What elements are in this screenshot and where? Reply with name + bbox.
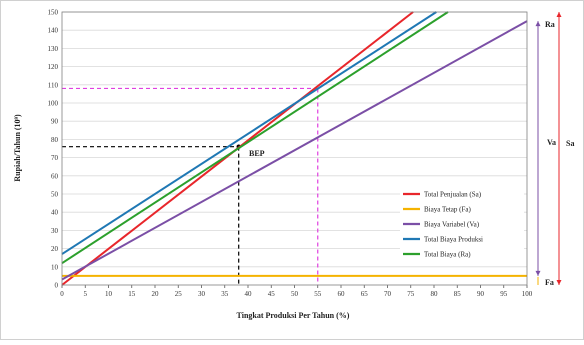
- x-axis-title: Tingkat Produksi Per Tahun (%): [237, 311, 350, 320]
- legend-label-sa: Total Penjualan (Sa): [424, 191, 482, 199]
- x-tick-label-5: 5: [84, 290, 88, 298]
- y-tick-label-130: 130: [48, 45, 59, 53]
- series-line-va: [61, 20, 528, 281]
- y-tick-label-140: 140: [48, 27, 59, 35]
- axis-layer: Tingkat Produksi Per Tahun (%) Rupiah/Ta…: [13, 9, 533, 321]
- y-tick-label-70: 70: [51, 154, 59, 162]
- y-tick-label-0: 0: [55, 282, 59, 290]
- y-tick-label-120: 120: [48, 63, 59, 71]
- bracket-va-arrow-bottom: [535, 270, 541, 276]
- bracket-label-fa: Fa: [545, 278, 554, 287]
- y-tick-label-80: 80: [51, 136, 59, 144]
- legend: Total Penjualan (Sa) Biaya Tetap (Fa) Bi…: [400, 184, 524, 262]
- y-tick-label-10: 10: [51, 263, 59, 271]
- legend-label-tbp: Total Biaya Produksi: [424, 236, 483, 244]
- bracket-sa-arrow-top: [556, 12, 562, 17]
- y-tick-label-100: 100: [48, 100, 59, 108]
- bracket-label-va: Va: [547, 138, 556, 147]
- y-tick-label-60: 60: [51, 172, 59, 180]
- legend-label-va: Biaya Variabel (Va): [424, 221, 480, 229]
- grid-layer: [62, 11, 527, 268]
- x-tick-label-85: 85: [454, 290, 462, 298]
- x-tick-label-45: 45: [268, 290, 276, 298]
- x-tick-label-40: 40: [245, 290, 253, 298]
- bracket-va-arrow-top: [535, 21, 541, 27]
- x-tick-label-70: 70: [384, 290, 392, 298]
- bracket-layer: Va Sa Ra Fa: [535, 12, 574, 287]
- x-tick-label-90: 90: [477, 290, 485, 298]
- x-tick-label-80: 80: [431, 290, 439, 298]
- y-tick-label-150: 150: [48, 9, 59, 17]
- series-layer: [61, 11, 528, 286]
- legend-box: [400, 184, 524, 262]
- y-tick-label-20: 20: [51, 245, 59, 253]
- bracket-label-sa: Sa: [566, 139, 574, 148]
- reference-lines: [62, 87, 319, 285]
- x-tick-label-95: 95: [500, 290, 508, 298]
- series-line-ra: [61, 11, 449, 264]
- x-tick-label-75: 75: [407, 290, 415, 298]
- y-tick-label-40: 40: [51, 209, 59, 217]
- y-axis-title: Rupiah/Tahun (10⁹): [13, 114, 22, 182]
- x-tick-label-15: 15: [128, 290, 136, 298]
- x-tick-label-60: 60: [338, 290, 346, 298]
- x-tick-label-10: 10: [105, 290, 113, 298]
- bracket-sa-arrow-bottom: [556, 280, 562, 285]
- x-tick-label-25: 25: [175, 290, 183, 298]
- x-tick-label-0: 0: [60, 290, 64, 298]
- y-tick-label-30: 30: [51, 227, 59, 235]
- annotation-bep: BEP: [249, 149, 265, 158]
- x-tick-label-65: 65: [361, 290, 369, 298]
- annotation-layer: BEP: [249, 149, 265, 158]
- y-tick-label-110: 110: [48, 81, 59, 89]
- x-tick-label-50: 50: [291, 290, 299, 298]
- y-tick-label-50: 50: [51, 191, 59, 199]
- x-tick-label-100: 100: [522, 290, 533, 298]
- legend-label-fa: Biaya Tetap (Fa): [424, 206, 471, 214]
- plot-area-border: [61, 11, 528, 286]
- x-tick-label-55: 55: [314, 290, 322, 298]
- x-tick-label-35: 35: [221, 290, 229, 298]
- y-tick-label-90: 90: [51, 118, 59, 126]
- x-tick-label-30: 30: [198, 290, 206, 298]
- x-tick-label-20: 20: [152, 290, 160, 298]
- legend-label-ra: Total Biaya (Ra): [424, 251, 471, 259]
- series-line-tbp: [61, 11, 437, 255]
- bracket-label-ra: Ra: [545, 20, 555, 29]
